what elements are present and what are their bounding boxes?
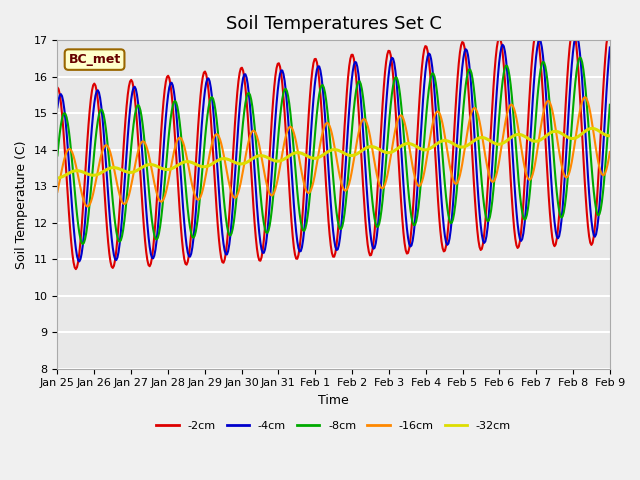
Line: -32cm: -32cm xyxy=(58,129,610,178)
-4cm xyxy=(461,49,468,55)
-2cm xyxy=(54,84,61,90)
-2cm xyxy=(288,219,296,225)
-8cm xyxy=(227,233,234,239)
Title: Soil Temperatures Set C: Soil Temperatures Set C xyxy=(226,15,442,33)
-16cm xyxy=(390,133,398,139)
-4cm xyxy=(556,228,564,233)
Text: BC_met: BC_met xyxy=(68,53,121,66)
-4cm xyxy=(54,105,61,110)
-16cm xyxy=(54,189,61,195)
-16cm xyxy=(461,147,468,153)
-2cm xyxy=(72,266,80,272)
-32cm xyxy=(606,133,614,139)
-8cm xyxy=(461,93,468,98)
-16cm xyxy=(364,123,371,129)
-2cm xyxy=(227,194,234,200)
-16cm xyxy=(606,149,614,155)
-8cm xyxy=(54,153,61,158)
Legend: -2cm, -4cm, -8cm, -16cm, -32cm: -2cm, -4cm, -8cm, -16cm, -32cm xyxy=(152,417,515,436)
-4cm xyxy=(390,60,398,66)
-4cm xyxy=(76,259,83,264)
-32cm xyxy=(225,157,233,163)
-4cm xyxy=(606,45,614,50)
X-axis label: Time: Time xyxy=(318,394,349,407)
Line: -8cm: -8cm xyxy=(58,58,610,244)
-2cm xyxy=(531,34,539,39)
-2cm xyxy=(364,241,371,247)
-8cm xyxy=(79,241,86,247)
Line: -2cm: -2cm xyxy=(58,36,610,269)
-32cm xyxy=(363,145,371,151)
-8cm xyxy=(576,55,584,60)
-4cm xyxy=(573,34,580,39)
Line: -4cm: -4cm xyxy=(58,36,610,262)
-4cm xyxy=(364,199,371,205)
Line: -16cm: -16cm xyxy=(58,97,610,206)
-2cm xyxy=(606,34,614,39)
-32cm xyxy=(589,126,596,132)
-16cm xyxy=(288,125,296,131)
-32cm xyxy=(54,175,61,181)
-2cm xyxy=(461,45,468,50)
-16cm xyxy=(84,204,92,209)
-8cm xyxy=(606,102,614,108)
-8cm xyxy=(556,213,564,218)
-2cm xyxy=(390,86,398,92)
-4cm xyxy=(227,232,234,238)
-8cm xyxy=(364,144,371,149)
-2cm xyxy=(557,178,565,184)
-4cm xyxy=(288,168,296,173)
-8cm xyxy=(288,121,296,127)
-16cm xyxy=(556,156,564,161)
-32cm xyxy=(460,144,467,150)
-32cm xyxy=(556,129,563,135)
-16cm xyxy=(580,95,588,100)
-32cm xyxy=(287,152,294,158)
-16cm xyxy=(227,186,234,192)
Y-axis label: Soil Temperature (C): Soil Temperature (C) xyxy=(15,140,28,268)
-32cm xyxy=(389,148,397,154)
-8cm xyxy=(390,77,398,83)
